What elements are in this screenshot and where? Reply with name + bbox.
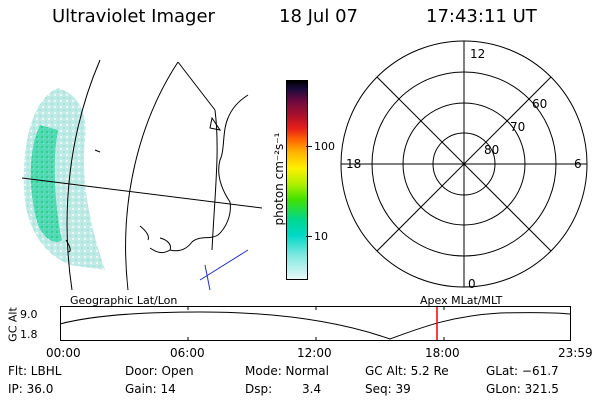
app-title: Ultraviolet Imager bbox=[52, 6, 215, 27]
y-tick-label: 9.0 bbox=[20, 308, 38, 321]
dsp-value: 3.4 bbox=[302, 382, 322, 396]
colorbar-tick-label: 10 bbox=[314, 230, 328, 243]
glon-info: GLon: 321.5 bbox=[486, 382, 559, 396]
colorbar-unit-label: photon cm⁻²s⁻¹ bbox=[272, 132, 286, 226]
colorbar-tick-100 bbox=[306, 146, 312, 147]
gain-info: Gain: 14 bbox=[125, 382, 176, 396]
gc-alt-info: GC Alt: 5.2 Re bbox=[365, 364, 449, 378]
time-tick-label: 18:00 bbox=[425, 346, 460, 360]
seq-info: Seq: 39 bbox=[365, 382, 411, 396]
time-tick-label: 23:59 bbox=[558, 346, 593, 360]
time-tick-label: 00:00 bbox=[46, 346, 81, 360]
filter-info: Flt: LBHL bbox=[8, 364, 62, 378]
colorbar-tick-10 bbox=[306, 236, 312, 237]
mlt-label-0: 0 bbox=[468, 277, 476, 290]
aurora-bright-region bbox=[30, 125, 62, 242]
geographic-latlon-label: Geographic Lat/Lon bbox=[70, 294, 178, 307]
mlt-label-18: 18 bbox=[346, 157, 361, 171]
colorbar-tick-label: 100 bbox=[314, 140, 335, 153]
mlt-label-12: 12 bbox=[470, 47, 485, 61]
time-tick-label: 06:00 bbox=[170, 346, 205, 360]
geographic-map bbox=[21, 59, 262, 290]
time-tick-label: 12:00 bbox=[297, 346, 332, 360]
lat-label-60: 60 bbox=[532, 97, 547, 111]
gc-alt-axis-title: GC Alt bbox=[6, 307, 20, 342]
image-date: 18 Jul 07 bbox=[279, 6, 358, 27]
ip-info: IP: 36.0 bbox=[8, 382, 54, 396]
lat-label-70: 70 bbox=[510, 120, 525, 134]
color-bar bbox=[286, 80, 308, 280]
lat-label-80: 80 bbox=[484, 143, 499, 157]
door-info: Door: Open bbox=[125, 364, 194, 378]
altitude-curve bbox=[60, 311, 571, 340]
altitude-strip bbox=[60, 306, 571, 341]
dsp-label: Dsp: bbox=[245, 382, 273, 396]
glat-info: GLat: −61.7 bbox=[486, 364, 559, 378]
image-time: 17:43:11 UT bbox=[426, 6, 537, 27]
mlt-label-6: 6 bbox=[574, 157, 582, 171]
mode-info: Mode: Normal bbox=[245, 364, 329, 378]
polar-plot: 12 18 6 0 60 70 80 bbox=[340, 40, 588, 290]
apex-mlat-mlt-label: Apex MLat/MLT bbox=[420, 294, 503, 307]
y-tick-label: 1.8 bbox=[20, 328, 38, 341]
